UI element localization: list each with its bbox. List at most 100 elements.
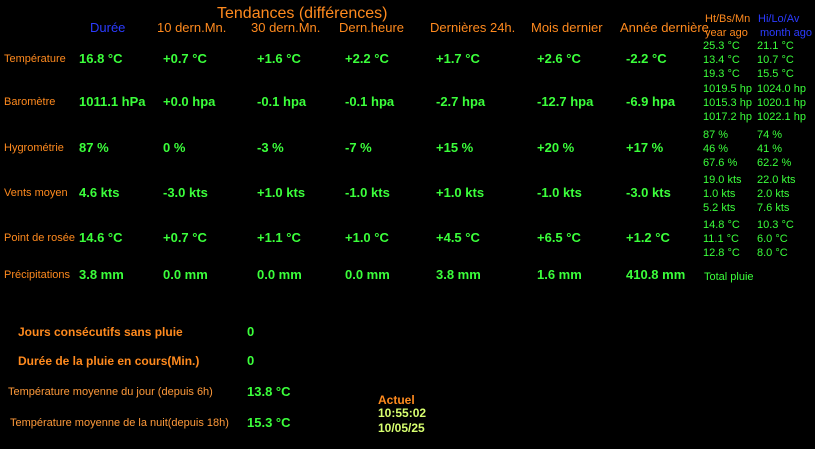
value: +4.5 °C: [436, 230, 480, 245]
value: 14.6 °C: [79, 230, 123, 245]
side-value: 67.6 %: [703, 157, 738, 169]
value: +1.0 kts: [436, 185, 485, 200]
side-value: 21.1 °C: [757, 40, 794, 52]
column-header: Dern.heure: [339, 20, 405, 35]
value: -0.1 hpa: [257, 94, 307, 109]
side-value: 41 %: [757, 143, 783, 155]
value: 410.8 mm: [626, 267, 686, 282]
side-value: 19.0 kts: [703, 174, 742, 186]
row-label: Hygrométrie: [4, 142, 64, 154]
column-header: Durée: [90, 20, 126, 35]
side-value: 19.3 °C: [703, 68, 740, 80]
side-value: 6.0 °C: [757, 233, 788, 245]
side-value: 12.8 °C: [703, 247, 740, 259]
value: +1.7 °C: [436, 51, 480, 66]
side-value: 10.3 °C: [757, 219, 794, 231]
value: -3 %: [257, 140, 284, 155]
current-date: 10/05/25: [378, 421, 425, 435]
side-value: 1022.1 hp: [757, 111, 806, 123]
column-header: Mois dernier: [531, 20, 603, 35]
value: +1.0 kts: [257, 185, 306, 200]
side-header: year ago: [705, 27, 748, 39]
stat-value: 15.3 °C: [247, 415, 291, 430]
side-header: Hi/Lo/Av: [758, 13, 800, 25]
value: 0.0 mm: [345, 267, 390, 282]
row-label: Précipitations: [4, 269, 71, 281]
value: 0.0 mm: [163, 267, 208, 282]
value: 4.6 kts: [79, 185, 120, 200]
stat-label: Durée de la pluie en cours(Min.): [18, 354, 200, 368]
title: Tendances (différences): [217, 5, 388, 22]
row-label: Baromètre: [4, 96, 56, 108]
row-label: Point de rosée: [4, 232, 75, 244]
side-value: 5.2 kts: [703, 202, 736, 214]
column-header: 10 dern.Mn.: [157, 20, 227, 35]
value: 0 %: [163, 140, 186, 155]
side-value: 62.2 %: [757, 157, 792, 169]
side-value: 22.0 kts: [757, 174, 796, 186]
value: +15 %: [436, 140, 474, 155]
column-header: Année dernière: [620, 20, 709, 35]
value: 1011.1 hPa: [79, 94, 146, 109]
side-value: 15.5 °C: [757, 68, 794, 80]
value: +1.2 °C: [626, 230, 670, 245]
stat-label: Température moyenne du jour (depuis 6h): [8, 386, 213, 398]
value: +1.6 °C: [257, 51, 301, 66]
side-value: 1019.5 hp: [703, 83, 752, 95]
value: 0.0 mm: [257, 267, 302, 282]
value: +6.5 °C: [537, 230, 581, 245]
side-value: 1020.1 hp: [757, 97, 806, 109]
side-header: month ago: [760, 27, 812, 39]
value: 16.8 °C: [79, 51, 123, 66]
side-value: 14.8 °C: [703, 219, 740, 231]
value: -3.0 kts: [626, 185, 671, 200]
side-value: 74 %: [757, 129, 783, 141]
side-value: 1017.2 hp: [703, 111, 752, 123]
row-label: Vents moyen: [4, 187, 68, 199]
side-header: Ht/Bs/Mn: [705, 13, 751, 25]
value: +1.0 °C: [345, 230, 389, 245]
side-value: 1024.0 hp: [757, 83, 806, 95]
stat-value: 0: [247, 324, 255, 339]
stat-label: Jours consécutifs sans pluie: [18, 325, 183, 339]
value: -2.2 °C: [626, 51, 667, 66]
side-value: 10.7 °C: [757, 54, 794, 66]
value: 3.8 mm: [436, 267, 481, 282]
side-value: 11.1 °C: [703, 233, 739, 245]
column-header: Dernières 24h.: [430, 20, 516, 35]
value: 1.6 mm: [537, 267, 582, 282]
value: -0.1 hpa: [345, 94, 395, 109]
side-value: 2.0 kts: [757, 188, 790, 200]
value: -6.9 hpa: [626, 94, 676, 109]
side-value: 87 %: [703, 129, 729, 141]
side-value: 1.0 kts: [703, 188, 736, 200]
side-value: 25.3 °C: [703, 40, 740, 52]
side-value: 7.6 kts: [757, 202, 790, 214]
value: +0.7 °C: [163, 230, 207, 245]
value: 87 %: [79, 140, 109, 155]
stat-value: 13.8 °C: [247, 384, 291, 399]
current-label: Actuel: [378, 393, 415, 407]
side-value: 13.4 °C: [703, 54, 740, 66]
column-header: 30 dern.Mn.: [251, 20, 321, 35]
side-value: 46 %: [703, 143, 729, 155]
value: +0.0 hpa: [163, 94, 216, 109]
value: -12.7 hpa: [537, 94, 594, 109]
value: +0.7 °C: [163, 51, 207, 66]
value: -3.0 kts: [163, 185, 208, 200]
value: -1.0 kts: [345, 185, 390, 200]
value: +2.2 °C: [345, 51, 389, 66]
current-time: 10:55:02: [378, 406, 427, 420]
value: +2.6 °C: [537, 51, 581, 66]
side-note: Total pluie: [704, 271, 754, 283]
value: -2.7 hpa: [436, 94, 486, 109]
side-value: 1015.3 hp: [703, 97, 752, 109]
side-value: 8.0 °C: [757, 247, 788, 259]
row-label: Température: [4, 53, 66, 65]
value: +17 %: [626, 140, 664, 155]
value: +20 %: [537, 140, 575, 155]
stat-label: Température moyenne de la nuit(depuis 18…: [10, 417, 229, 429]
value: +1.1 °C: [257, 230, 301, 245]
value: 3.8 mm: [79, 267, 124, 282]
